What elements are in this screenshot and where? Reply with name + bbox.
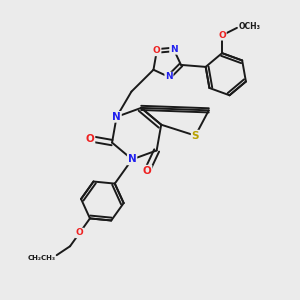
Text: N: N xyxy=(112,112,121,122)
Text: N: N xyxy=(170,45,178,54)
Text: O: O xyxy=(76,228,83,237)
Text: N: N xyxy=(165,73,173,82)
Text: O: O xyxy=(218,31,226,40)
Text: O: O xyxy=(86,134,94,144)
Text: OCH₃: OCH₃ xyxy=(238,22,260,31)
Text: S: S xyxy=(192,130,199,141)
Text: O: O xyxy=(153,46,161,56)
Text: O: O xyxy=(143,166,152,176)
Text: CH₂CH₃: CH₂CH₃ xyxy=(27,254,55,260)
Text: N: N xyxy=(128,154,136,164)
